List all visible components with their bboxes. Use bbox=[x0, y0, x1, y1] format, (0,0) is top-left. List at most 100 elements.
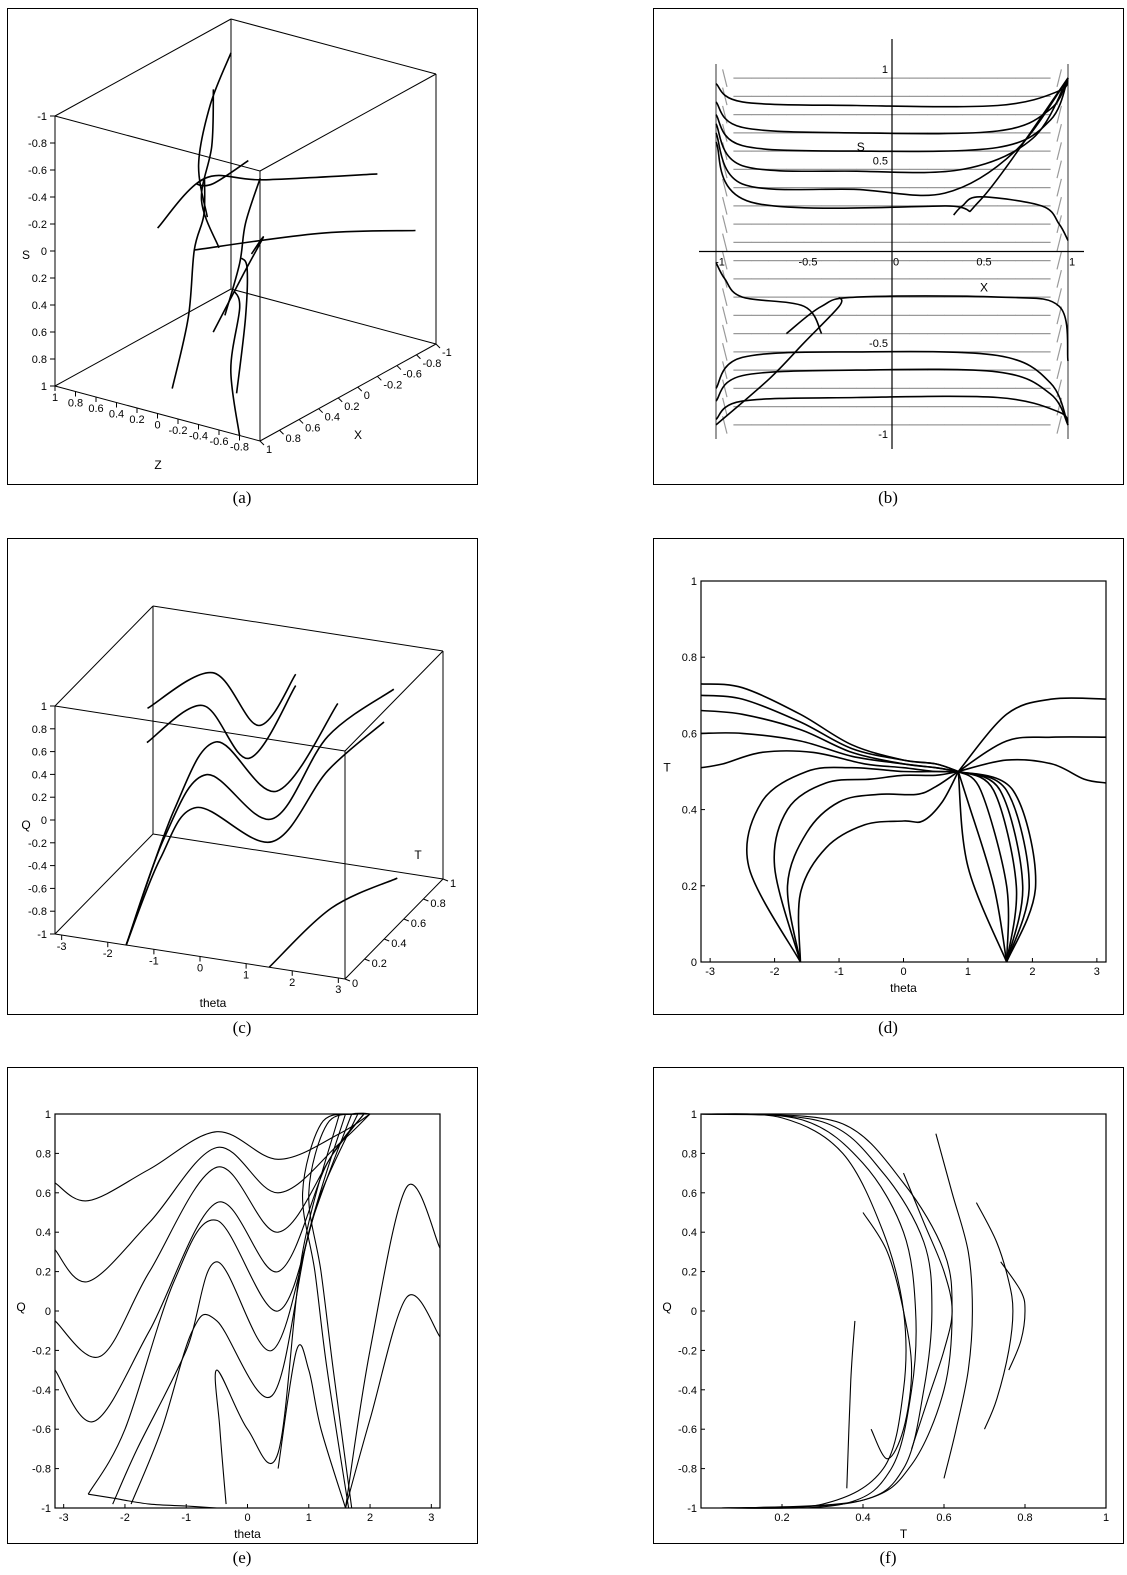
trajectory-5 bbox=[197, 52, 232, 218]
direction-arrow bbox=[722, 397, 728, 416]
direction-arrow bbox=[1056, 251, 1062, 270]
x-axis-tick-mark bbox=[396, 365, 402, 370]
t-axis-label: T bbox=[414, 848, 422, 862]
series-line-9 bbox=[88, 1493, 217, 1509]
series-line-19 bbox=[958, 770, 1037, 963]
y-tick-label: 0.4 bbox=[682, 1227, 697, 1239]
series-line-15 bbox=[957, 770, 1010, 963]
box-edge bbox=[54, 705, 346, 752]
y-tick-label: 0.2 bbox=[682, 1267, 697, 1279]
x-tick-label: 1 bbox=[965, 966, 971, 978]
t-axis-tick-label: 0.8 bbox=[430, 898, 445, 910]
y-axis-label: Q bbox=[662, 1300, 671, 1314]
s-axis-tick-label: 0.6 bbox=[32, 327, 47, 339]
direction-arrow bbox=[722, 123, 728, 142]
s-axis-tick-label: 0.4 bbox=[32, 300, 47, 312]
y-tick-label: 0.5 bbox=[873, 155, 888, 167]
trajectory-12 bbox=[715, 296, 843, 426]
y-tick-label: 0.8 bbox=[682, 652, 697, 664]
series-line-11 bbox=[957, 736, 1106, 773]
direction-arrow bbox=[1056, 415, 1062, 434]
direction-arrow bbox=[722, 178, 728, 197]
q-axis-tick-label: 0 bbox=[41, 815, 47, 827]
y-tick-label: 1 bbox=[691, 1109, 697, 1121]
trajectory-6 bbox=[715, 77, 1069, 213]
series-line-6 bbox=[935, 1133, 973, 1479]
x-tick-label: 0 bbox=[244, 1512, 250, 1524]
chart-d-t-vs-theta: -3 -2 -1 0 1 2 3 0 0.2 0.4 0.6 0.8 1 theta T bbox=[663, 576, 1107, 995]
t-axis-tick-mark bbox=[344, 978, 351, 982]
x-tick-label: -2 bbox=[120, 1512, 130, 1524]
x-tick-label: 1 bbox=[1103, 1512, 1109, 1524]
y-tick-label: 1 bbox=[691, 576, 697, 588]
series-line-10 bbox=[902, 1172, 953, 1450]
box-edge bbox=[54, 115, 261, 172]
x-axis-tick-mark bbox=[416, 354, 421, 360]
s-axis-tick-label: -0.6 bbox=[28, 165, 47, 177]
z-axis-tick-label: -0.8 bbox=[230, 442, 249, 454]
y-tick-label: 1 bbox=[882, 64, 888, 76]
direction-arrow bbox=[722, 306, 728, 325]
direction-arrow bbox=[1056, 178, 1062, 197]
x-axis-label: T bbox=[900, 1527, 908, 1541]
direction-arrow bbox=[1056, 342, 1062, 361]
series-line-14 bbox=[308, 1112, 371, 1509]
trajectory-2 bbox=[715, 77, 1069, 135]
y-axis-label: T bbox=[663, 761, 671, 775]
trajectory-9 bbox=[715, 368, 1069, 426]
chart-a-3d-s-x-z: -1-0.8-0.6-0.4-0.200.20.40.60.811 0.8 0.6 0… bbox=[22, 18, 452, 472]
z-axis-tick-label: 0.8 bbox=[68, 398, 83, 410]
direction-arrow bbox=[722, 87, 728, 106]
s-axis-tick-label: -1 bbox=[37, 111, 47, 123]
q-axis-tick-label: -0.6 bbox=[28, 883, 47, 895]
y-tick-label: -0.2 bbox=[678, 1345, 697, 1357]
series-line-5 bbox=[862, 1212, 913, 1460]
x-axis-tick-label: -0.2 bbox=[383, 379, 402, 391]
box-edge bbox=[230, 18, 437, 75]
box-edge bbox=[54, 605, 154, 707]
trajectory-8 bbox=[715, 395, 1069, 426]
trajectory-4 bbox=[194, 229, 416, 251]
x-axis-tick-label: 0.6 bbox=[305, 422, 320, 434]
y-tick-label: -0.5 bbox=[869, 338, 888, 350]
x-tick-label: -1 bbox=[715, 257, 725, 269]
s-axis-tick-label: -0.2 bbox=[28, 219, 47, 231]
direction-arrow bbox=[722, 324, 728, 343]
trajectory-6 bbox=[268, 877, 398, 968]
trajectory-10 bbox=[715, 350, 1069, 426]
s-axis-tick-label: -0.8 bbox=[28, 138, 47, 150]
trajectory-5 bbox=[147, 671, 297, 727]
trajectory-3 bbox=[715, 77, 1069, 153]
y-tick-label: -0.2 bbox=[32, 1345, 51, 1357]
direction-arrow bbox=[1056, 69, 1062, 88]
series-line-10 bbox=[957, 697, 1106, 773]
y-tick-label: -1 bbox=[878, 429, 888, 441]
t-axis-tick-mark bbox=[403, 918, 409, 922]
series-line-7 bbox=[975, 1202, 1014, 1430]
y-tick-label: -1 bbox=[687, 1503, 697, 1515]
box-edge bbox=[259, 343, 437, 442]
x-tick-label: 0.5 bbox=[976, 257, 991, 269]
trajectory-2 bbox=[157, 173, 378, 229]
series-line-10 bbox=[344, 1183, 441, 1509]
direction-arrow bbox=[722, 251, 728, 270]
series-line-18 bbox=[958, 770, 1031, 963]
y-tick-label: -1 bbox=[41, 1503, 51, 1515]
x-tick-label: 2 bbox=[1029, 966, 1035, 978]
q-axis-tick-label: 0.2 bbox=[32, 792, 47, 804]
plot-frame bbox=[54, 1113, 441, 1509]
y-tick-label: 0 bbox=[691, 957, 697, 969]
x-tick-label: 3 bbox=[1094, 966, 1100, 978]
series-line-2 bbox=[54, 1113, 371, 1283]
s-axis-tick-label: 1 bbox=[41, 381, 47, 393]
y-tick-label: -0.4 bbox=[678, 1385, 697, 1397]
y-tick-label: 0.6 bbox=[36, 1188, 51, 1200]
y-tick-label: 0.8 bbox=[36, 1148, 51, 1160]
y-tick-label: -0.8 bbox=[678, 1464, 697, 1476]
trajectory-3 bbox=[171, 178, 206, 389]
trajectory-1 bbox=[125, 721, 385, 946]
series-line-4 bbox=[701, 732, 959, 773]
y-tick-label: -0.6 bbox=[32, 1424, 51, 1436]
box-edge bbox=[344, 650, 444, 752]
caption-c: (c) bbox=[232, 1018, 252, 1037]
